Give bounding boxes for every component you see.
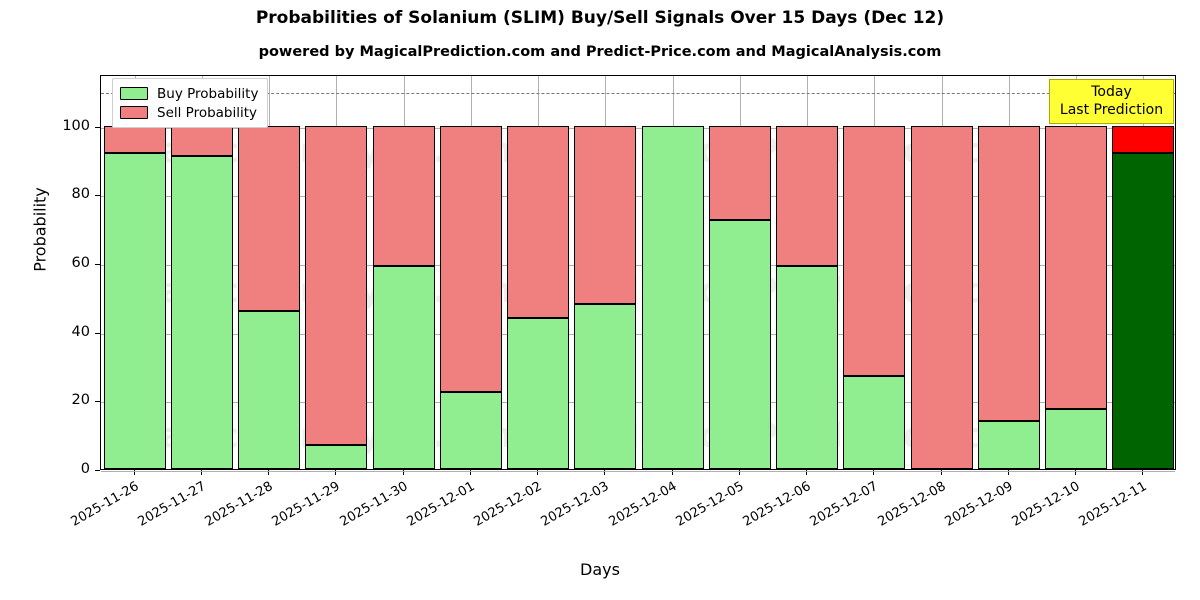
chart-subtitle: powered by MagicalPrediction.com and Pre… xyxy=(258,44,942,60)
gridline-y-100 xyxy=(101,127,1175,129)
bar-2025-12-06[interactable] xyxy=(776,74,839,469)
x-tick-mark xyxy=(1142,470,1144,475)
bar-2025-11-26[interactable] xyxy=(103,74,166,469)
x-tick-mark xyxy=(402,470,404,475)
bar-segment-buy[interactable] xyxy=(776,266,839,469)
x-tick-mark xyxy=(671,470,673,475)
bar-segment-sell[interactable] xyxy=(439,125,502,392)
gridline-y-20 xyxy=(101,402,1175,404)
bar-segment-sell[interactable] xyxy=(1045,125,1108,409)
legend-item-buy: Buy Probability xyxy=(120,84,258,103)
legend-swatch-sell-icon xyxy=(120,106,148,119)
bar-segment-sell[interactable] xyxy=(305,125,368,445)
bar-segment-sell[interactable] xyxy=(507,125,570,318)
y-tick-mark xyxy=(95,126,100,128)
bar-segment-sell[interactable] xyxy=(238,125,301,311)
y-tick-mark xyxy=(95,263,100,265)
bar-segment-buy[interactable] xyxy=(507,317,570,469)
chart-title: Probabilities of Solanium (SLIM) Buy/Sel… xyxy=(255,8,945,28)
x-tick-mark xyxy=(1075,470,1077,475)
bar-2025-11-28[interactable] xyxy=(238,74,301,469)
bar-2025-11-27[interactable] xyxy=(170,74,233,469)
bar-segment-buy[interactable] xyxy=(641,125,704,469)
bar-segment-sell[interactable] xyxy=(910,125,973,469)
y-axis-label-wrap: Probability xyxy=(0,0,50,600)
bar-2025-12-04[interactable] xyxy=(641,74,704,469)
y-tick-mark xyxy=(95,332,100,334)
x-tick-mark xyxy=(469,470,471,475)
y-tick-label-60: 60 xyxy=(71,254,90,271)
x-tick-mark xyxy=(335,470,337,475)
bar-segment-buy[interactable] xyxy=(1112,153,1175,469)
legend-swatch-buy-icon xyxy=(120,87,148,100)
bar-segment-buy[interactable] xyxy=(170,156,233,469)
y-tick-label-20: 20 xyxy=(71,392,90,409)
x-tick-mark xyxy=(537,470,539,475)
bar-segment-sell[interactable] xyxy=(170,125,233,157)
bar-segment-sell[interactable] xyxy=(103,125,166,153)
legend-label-buy: Buy Probability xyxy=(157,85,259,102)
bar-2025-12-07[interactable] xyxy=(843,74,906,469)
today-annotation-line1: Today xyxy=(1091,84,1132,100)
gridline-y-40 xyxy=(101,333,1175,335)
x-axis-label: Days xyxy=(580,560,620,579)
bar-segment-buy[interactable] xyxy=(977,420,1040,469)
x-tick-mark xyxy=(268,470,270,475)
x-tick-mark xyxy=(1007,470,1009,475)
legend-item-sell: Sell Probability xyxy=(120,103,258,122)
bar-segment-buy[interactable] xyxy=(574,304,637,469)
x-tick-mark xyxy=(200,470,202,475)
bar-segment-buy[interactable] xyxy=(238,311,301,469)
gridline-y-0 xyxy=(101,471,1175,472)
today-annotation-line2: Last Prediction xyxy=(1059,102,1164,118)
bar-segment-buy[interactable] xyxy=(372,266,435,469)
x-tick-mark xyxy=(873,470,875,475)
y-tick-label-0: 0 xyxy=(80,461,90,477)
bar-2025-12-05[interactable] xyxy=(708,74,771,469)
bar-2025-12-03[interactable] xyxy=(574,74,637,469)
gridline-y-80 xyxy=(101,196,1175,198)
bar-segment-buy[interactable] xyxy=(103,153,166,469)
legend-label-sell: Sell Probability xyxy=(157,104,258,121)
bar-segment-buy[interactable] xyxy=(1045,408,1108,469)
bar-2025-12-09[interactable] xyxy=(977,74,1040,469)
x-tick-mark xyxy=(806,470,808,475)
bar-segment-buy[interactable] xyxy=(439,391,502,469)
bar-segment-sell[interactable] xyxy=(708,125,771,220)
bar-segment-buy[interactable] xyxy=(843,376,906,469)
bar-2025-12-11[interactable] xyxy=(1112,74,1175,469)
bar-2025-12-10[interactable] xyxy=(1045,74,1108,469)
today-annotation: Today Last Prediction xyxy=(1049,79,1174,124)
y-tick-label-100: 100 xyxy=(62,117,90,134)
bar-segment-sell[interactable] xyxy=(977,125,1040,421)
bar-2025-12-01[interactable] xyxy=(439,74,502,469)
bar-segment-buy[interactable] xyxy=(305,444,368,469)
bar-segment-buy[interactable] xyxy=(708,219,771,469)
y-tick-mark xyxy=(95,470,100,471)
y-tick-mark xyxy=(95,195,100,197)
bar-segment-sell[interactable] xyxy=(1112,125,1175,153)
y-tick-label-80: 80 xyxy=(71,186,90,203)
x-tick-mark xyxy=(133,470,135,475)
x-tick-mark xyxy=(604,470,606,475)
bar-series-layer xyxy=(101,76,1175,469)
y-tick-mark xyxy=(95,401,100,403)
bar-segment-sell[interactable] xyxy=(372,125,435,267)
bar-2025-12-08[interactable] xyxy=(910,74,973,469)
bar-segment-sell[interactable] xyxy=(843,125,906,377)
bar-2025-11-30[interactable] xyxy=(372,74,435,469)
y-tick-label-40: 40 xyxy=(71,323,90,340)
x-tick-mark xyxy=(940,470,942,475)
bar-2025-12-02[interactable] xyxy=(507,74,570,469)
bar-2025-11-29[interactable] xyxy=(305,74,368,469)
gridline-y-60 xyxy=(101,264,1175,266)
chart-legend: Buy Probability Sell Probability xyxy=(112,78,269,128)
x-tick-mark xyxy=(738,470,740,475)
bar-segment-sell[interactable] xyxy=(776,125,839,267)
plot-area: MagicalAnalysis.comMagicalPrediction.com… xyxy=(100,75,1176,472)
threshold-dashed-line xyxy=(101,93,1175,95)
bar-segment-sell[interactable] xyxy=(574,125,637,305)
